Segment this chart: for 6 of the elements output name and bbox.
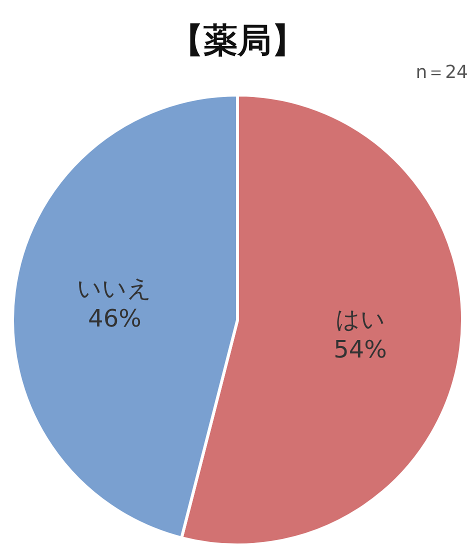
text: n＝24	[416, 62, 468, 83]
slice-label: いいえ	[77, 274, 152, 302]
chart-title: 【薬局】	[170, 21, 306, 61]
slice-label: はい	[335, 306, 386, 334]
data-label: 46%	[88, 304, 142, 332]
data-label: 54%	[334, 336, 387, 364]
